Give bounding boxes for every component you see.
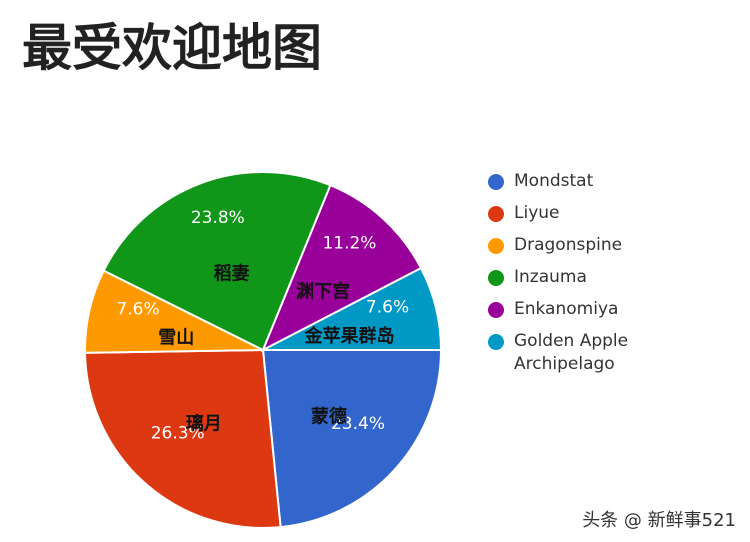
watermark: 头条 @ 新鲜事521 [582,510,736,531]
value-label: 7.6% [366,298,409,318]
legend-label: Mondstat [514,171,594,191]
slice-label: 蒙德 [311,406,347,428]
slice-label: 金苹果群岛 [303,325,394,347]
pie-slice [102,171,332,352]
legend-item: Inzauma [488,266,648,289]
legend-swatch [488,206,504,222]
legend-label: Dragonspine [514,235,623,255]
legend-item: Enkanomiya [488,298,648,321]
legend-label: Golden Apple Archipelago [514,331,629,374]
legend-label: Liyue [514,203,560,223]
slice-label: 稻妻 [214,263,250,285]
value-label: 11.2% [322,233,376,253]
slice-label: 璃月 [186,412,222,434]
value-label: 7.6% [116,300,159,320]
legend-item: Golden Apple Archipelago [488,330,648,376]
legend-swatch [488,270,504,286]
legend: Mondstat Liyue Dragonspine Inzauma Enkanomiy… [488,170,648,385]
pie-slice [84,348,282,529]
legend-item: Liyue [488,202,648,225]
legend-label: Inzauma [514,267,587,287]
legend-item: Mondstat [488,170,648,193]
chart-title: 最受欢迎地图 [22,19,322,77]
pie-slice [261,183,423,353]
legend-item: Dragonspine [488,234,648,257]
value-label: 23.4% [331,414,385,434]
slice-label: 雪山 [158,327,194,348]
legend-swatch [488,174,504,190]
slice-label: 渊下宫 [296,280,350,302]
value-label: 26.3% [151,424,205,444]
legend-label: Enkanomiya [514,299,619,319]
value-label: 23.8% [191,208,245,228]
legend-swatch [488,334,504,350]
pie-slice [262,266,443,351]
legend-swatch [488,302,504,318]
legend-swatch [488,238,504,254]
pie-slice [261,349,443,529]
